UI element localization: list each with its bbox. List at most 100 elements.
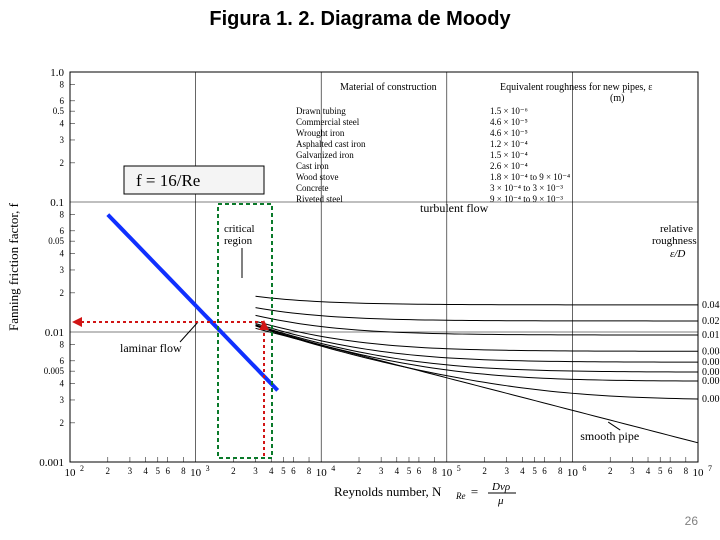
svg-text:6: 6 bbox=[165, 466, 170, 476]
svg-text:10: 10 bbox=[65, 467, 77, 479]
svg-text:4: 4 bbox=[60, 249, 65, 259]
svg-text:roughness: roughness bbox=[652, 235, 697, 247]
svg-text:6: 6 bbox=[668, 466, 673, 476]
svg-text:8: 8 bbox=[558, 466, 563, 476]
svg-text:2.6 × 10⁻⁴: 2.6 × 10⁻⁴ bbox=[490, 161, 528, 171]
svg-text:4: 4 bbox=[60, 379, 65, 389]
svg-text:6: 6 bbox=[291, 466, 296, 476]
svg-text:Drawn tubing: Drawn tubing bbox=[296, 106, 346, 116]
svg-text:5: 5 bbox=[457, 464, 461, 473]
svg-text:8: 8 bbox=[60, 80, 65, 90]
svg-text:10: 10 bbox=[316, 467, 328, 479]
svg-text:5: 5 bbox=[156, 466, 161, 476]
svg-text:Reynolds number, N: Reynolds number, N bbox=[334, 484, 442, 499]
svg-text:2: 2 bbox=[482, 466, 487, 476]
svg-text:3: 3 bbox=[60, 395, 65, 405]
svg-text:3: 3 bbox=[60, 135, 65, 145]
svg-text:1.8 × 10⁻⁴ to 9 × 10⁻⁴: 1.8 × 10⁻⁴ to 9 × 10⁻⁴ bbox=[490, 172, 570, 182]
svg-text:Wrought iron: Wrought iron bbox=[296, 128, 345, 138]
svg-text:6: 6 bbox=[542, 466, 547, 476]
svg-text:3: 3 bbox=[379, 466, 384, 476]
svg-text:5: 5 bbox=[281, 466, 286, 476]
svg-text:Commercial steel: Commercial steel bbox=[296, 117, 360, 127]
svg-text:turbulent flow: turbulent flow bbox=[420, 201, 489, 215]
page-number: 26 bbox=[685, 514, 698, 528]
svg-text:1.5 × 10⁻⁶: 1.5 × 10⁻⁶ bbox=[490, 106, 528, 116]
svg-text:3: 3 bbox=[630, 466, 635, 476]
svg-text:0.1: 0.1 bbox=[50, 197, 64, 209]
svg-text:8: 8 bbox=[307, 466, 312, 476]
svg-text:smooth pipe: smooth pipe bbox=[580, 429, 639, 443]
svg-text:0.005: 0.005 bbox=[44, 366, 65, 376]
svg-text:Galvanized iron: Galvanized iron bbox=[296, 150, 354, 160]
svg-text:Material of construction: Material of construction bbox=[340, 82, 437, 93]
svg-text:2: 2 bbox=[60, 418, 65, 428]
svg-text:6: 6 bbox=[60, 226, 65, 236]
svg-text:0.0001: 0.0001 bbox=[702, 394, 720, 405]
svg-text:7: 7 bbox=[708, 464, 712, 473]
svg-text:2: 2 bbox=[106, 466, 111, 476]
svg-text:0.01: 0.01 bbox=[45, 327, 64, 339]
svg-text:Cast iron: Cast iron bbox=[296, 161, 329, 171]
svg-text:f = 16/Re: f = 16/Re bbox=[136, 171, 200, 190]
svg-text:4: 4 bbox=[646, 466, 651, 476]
svg-text:3 × 10⁻⁴ to 3 × 10⁻³: 3 × 10⁻⁴ to 3 × 10⁻³ bbox=[490, 183, 563, 193]
svg-text:8: 8 bbox=[181, 466, 186, 476]
svg-text:0.01: 0.01 bbox=[702, 330, 720, 341]
svg-text:3: 3 bbox=[206, 464, 210, 473]
svg-text:Concrete: Concrete bbox=[296, 183, 328, 193]
svg-text:Riveted steel: Riveted steel bbox=[296, 194, 343, 204]
svg-text:μ: μ bbox=[497, 495, 504, 507]
svg-text:6: 6 bbox=[582, 464, 586, 473]
svg-text:5: 5 bbox=[658, 466, 663, 476]
svg-text:4: 4 bbox=[60, 119, 65, 129]
svg-text:2: 2 bbox=[231, 466, 236, 476]
svg-text:ε/D: ε/D bbox=[670, 248, 685, 260]
svg-text:4: 4 bbox=[520, 466, 525, 476]
svg-text:4: 4 bbox=[395, 466, 400, 476]
svg-text:Equivalent roughness for new p: Equivalent roughness for new pipes, ε bbox=[500, 82, 653, 93]
svg-text:Re: Re bbox=[455, 491, 466, 501]
svg-text:0.004: 0.004 bbox=[702, 346, 720, 357]
svg-text:critical: critical bbox=[224, 223, 255, 235]
svg-text:0.001: 0.001 bbox=[39, 457, 64, 469]
svg-text:(m): (m) bbox=[610, 93, 624, 104]
svg-text:5: 5 bbox=[532, 466, 537, 476]
svg-text:6: 6 bbox=[60, 96, 65, 106]
slide-title: Figura 1. 2. Diagrama de Moody bbox=[0, 8, 720, 31]
svg-text:8: 8 bbox=[60, 340, 65, 350]
svg-text:3: 3 bbox=[128, 466, 133, 476]
svg-text:10: 10 bbox=[190, 467, 202, 479]
svg-text:1.2 × 10⁻⁴: 1.2 × 10⁻⁴ bbox=[490, 139, 528, 149]
svg-text:8: 8 bbox=[432, 466, 437, 476]
svg-text:0.5: 0.5 bbox=[53, 106, 65, 116]
svg-text:10: 10 bbox=[567, 467, 579, 479]
svg-text:1.5 × 10⁻⁴: 1.5 × 10⁻⁴ bbox=[490, 150, 528, 160]
svg-text:4: 4 bbox=[269, 466, 274, 476]
svg-text:2: 2 bbox=[60, 288, 65, 298]
moody-chart: 1022345681032345681042345681052345681062… bbox=[0, 36, 720, 516]
svg-text:10: 10 bbox=[441, 467, 453, 479]
svg-text:8: 8 bbox=[684, 466, 689, 476]
svg-text:3: 3 bbox=[60, 265, 65, 275]
svg-text:0.05: 0.05 bbox=[48, 236, 64, 246]
svg-text:3: 3 bbox=[253, 466, 258, 476]
svg-text:3: 3 bbox=[504, 466, 509, 476]
svg-text:4.6 × 10⁻⁵: 4.6 × 10⁻⁵ bbox=[490, 128, 528, 138]
svg-text:Dvρ: Dvρ bbox=[491, 481, 510, 493]
svg-text:=: = bbox=[470, 484, 479, 499]
svg-text:1.0: 1.0 bbox=[50, 67, 64, 79]
svg-text:2: 2 bbox=[608, 466, 613, 476]
svg-text:9 × 10⁻⁴ to 9 × 10⁻³: 9 × 10⁻⁴ to 9 × 10⁻³ bbox=[490, 194, 563, 204]
svg-text:2: 2 bbox=[357, 466, 362, 476]
svg-text:Asphalted cast iron: Asphalted cast iron bbox=[296, 139, 366, 149]
svg-text:0.0005: 0.0005 bbox=[702, 376, 720, 387]
svg-text:Wood stove: Wood stove bbox=[296, 172, 339, 182]
svg-text:4.6 × 10⁻⁵: 4.6 × 10⁻⁵ bbox=[490, 117, 528, 127]
svg-text:4: 4 bbox=[143, 466, 148, 476]
svg-text:8: 8 bbox=[60, 210, 65, 220]
svg-text:4: 4 bbox=[331, 464, 335, 473]
svg-text:6: 6 bbox=[60, 356, 65, 366]
svg-text:relative: relative bbox=[660, 223, 693, 235]
svg-text:2: 2 bbox=[80, 464, 84, 473]
